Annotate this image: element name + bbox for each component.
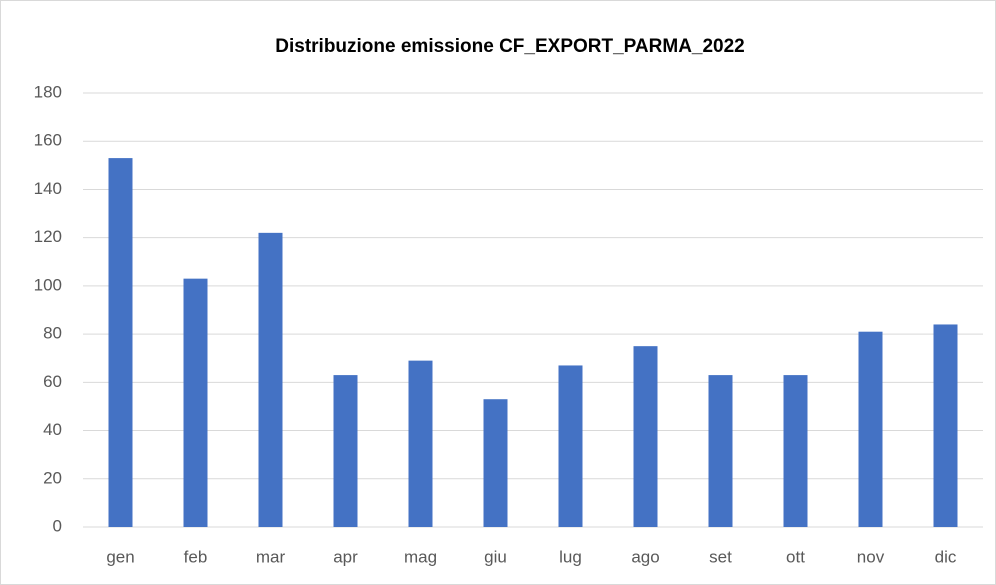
x-tick-label: mag <box>404 547 437 566</box>
chart-title: Distribuzione emissione CF_EXPORT_PARMA_… <box>275 36 745 57</box>
y-tick-label: 100 <box>34 275 62 294</box>
y-tick-label: 160 <box>34 131 62 150</box>
y-tick-label: 0 <box>53 516 62 535</box>
y-tick-label: 20 <box>43 468 62 487</box>
y-tick-label: 40 <box>43 420 62 439</box>
bar <box>408 360 433 527</box>
y-tick-label: 80 <box>43 324 62 343</box>
x-tick-label: lug <box>559 547 582 566</box>
bar <box>108 158 133 527</box>
x-tick-label: set <box>709 547 732 566</box>
bar <box>708 375 733 527</box>
y-tick-label: 180 <box>34 82 62 101</box>
bar <box>333 375 358 527</box>
x-tick-label: apr <box>333 547 358 566</box>
bar <box>633 346 658 527</box>
x-tick-label: nov <box>857 547 885 566</box>
y-tick-label: 140 <box>34 179 62 198</box>
x-tick-label: ott <box>786 547 805 566</box>
x-tick-label: dic <box>935 547 957 566</box>
bar <box>483 399 508 527</box>
y-tick-label: 60 <box>43 372 62 391</box>
y-tick-label: 120 <box>34 227 62 246</box>
bar <box>858 331 883 527</box>
x-tick-label: feb <box>184 547 208 566</box>
bar <box>258 232 283 527</box>
bar <box>558 365 583 527</box>
bar <box>933 324 958 527</box>
bar <box>783 375 808 527</box>
x-tick-label: ago <box>631 547 659 566</box>
x-tick-label: mar <box>256 547 286 566</box>
x-tick-label: giu <box>484 547 507 566</box>
x-tick-label: gen <box>106 547 134 566</box>
bar <box>183 278 208 527</box>
